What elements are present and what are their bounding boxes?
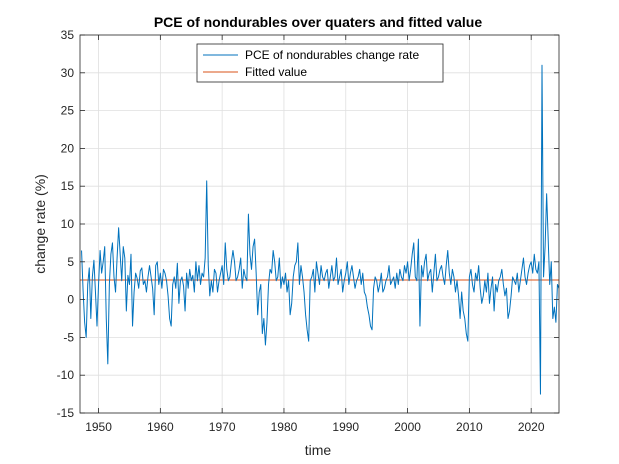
series-line-pce xyxy=(81,64,559,395)
x-tick-label: 2010 xyxy=(456,420,483,434)
legend-label-pce: PCE of nondurables change rate xyxy=(245,48,419,62)
legend-box xyxy=(196,43,444,83)
x-tick-label: 1970 xyxy=(209,420,236,434)
y-tick-label: 35 xyxy=(61,28,75,42)
x-tick-label: 2020 xyxy=(518,420,545,434)
y-tick-label: 5 xyxy=(67,255,74,269)
x-tick-labels: 1950 1960 1970 1980 1990 2000 2010 2020 xyxy=(85,420,545,434)
plot-area xyxy=(79,34,560,414)
y-tick-label: 30 xyxy=(61,66,75,80)
x-tick-label: 1980 xyxy=(271,420,298,434)
x-axis-label: time xyxy=(305,442,332,458)
x-tick-label: 2000 xyxy=(394,420,421,434)
legend: PCE of nondurables change rate Fitted va… xyxy=(196,43,444,83)
y-tick-label: 15 xyxy=(61,179,75,193)
y-tick-label: -10 xyxy=(57,368,75,382)
x-tick-label: 1960 xyxy=(147,420,174,434)
y-tick-label: 20 xyxy=(61,141,75,155)
series-group xyxy=(80,64,559,395)
y-tick-label: -5 xyxy=(63,330,74,344)
y-axis-label: change rate (%) xyxy=(32,174,48,274)
legend-label-fitted: Fitted value xyxy=(245,65,307,79)
axis-ticks xyxy=(80,34,559,414)
x-tick-label: 1950 xyxy=(85,420,112,434)
y-tick-labels: -15 -10 -5 0 5 10 15 20 25 30 35 xyxy=(57,28,75,420)
x-tick-label: 1990 xyxy=(332,420,359,434)
y-tick-label: 10 xyxy=(61,217,75,231)
y-tick-label: 25 xyxy=(61,104,75,118)
y-tick-label: 0 xyxy=(67,293,74,307)
chart-title: PCE of nondurables over quaters and fitt… xyxy=(154,14,482,30)
y-tick-label: -15 xyxy=(57,406,75,420)
